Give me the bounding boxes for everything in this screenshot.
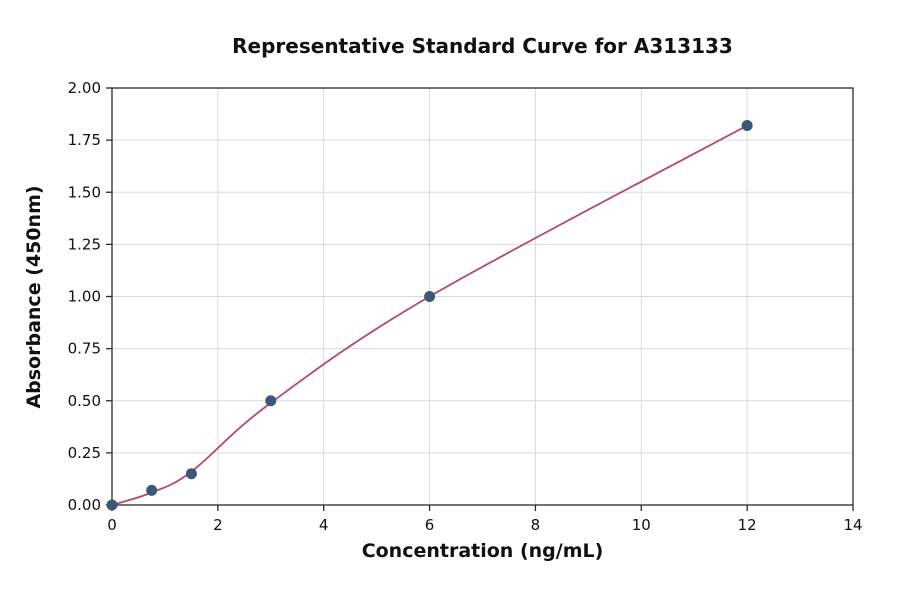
data-point: [424, 291, 436, 302]
data-point: [185, 468, 197, 480]
y-tick-label: 0.25: [68, 444, 101, 462]
y-tick-label: 0.00: [68, 496, 101, 514]
x-tick-label: 6: [425, 516, 435, 534]
data-point: [741, 120, 753, 132]
x-tick-label: 8: [531, 516, 541, 534]
x-tick-label: 4: [319, 516, 329, 534]
x-axis-label: Concentration (ng/mL): [361, 540, 604, 562]
x-tick-label: 12: [738, 516, 757, 534]
data-point: [146, 484, 158, 496]
data-point: [265, 395, 277, 407]
y-tick-label: 1.50: [68, 183, 101, 201]
y-tick-label: 1.25: [68, 235, 101, 253]
y-tick-label: 0.75: [68, 340, 101, 358]
y-tick-label: 2.00: [68, 79, 101, 97]
data-point: [106, 499, 118, 511]
x-tick-label: 14: [843, 516, 862, 534]
x-tick-label: 10: [632, 516, 651, 534]
y-tick-label: 0.50: [68, 392, 101, 410]
y-axis-label: Absorbance (450nm): [23, 185, 45, 409]
y-tick-label: 1.00: [68, 288, 101, 306]
chart-title: Representative Standard Curve for A31313…: [232, 34, 733, 58]
x-tick-label: 0: [107, 516, 117, 534]
y-tick-label: 1.75: [68, 131, 101, 149]
x-tick-label: 2: [213, 516, 223, 534]
